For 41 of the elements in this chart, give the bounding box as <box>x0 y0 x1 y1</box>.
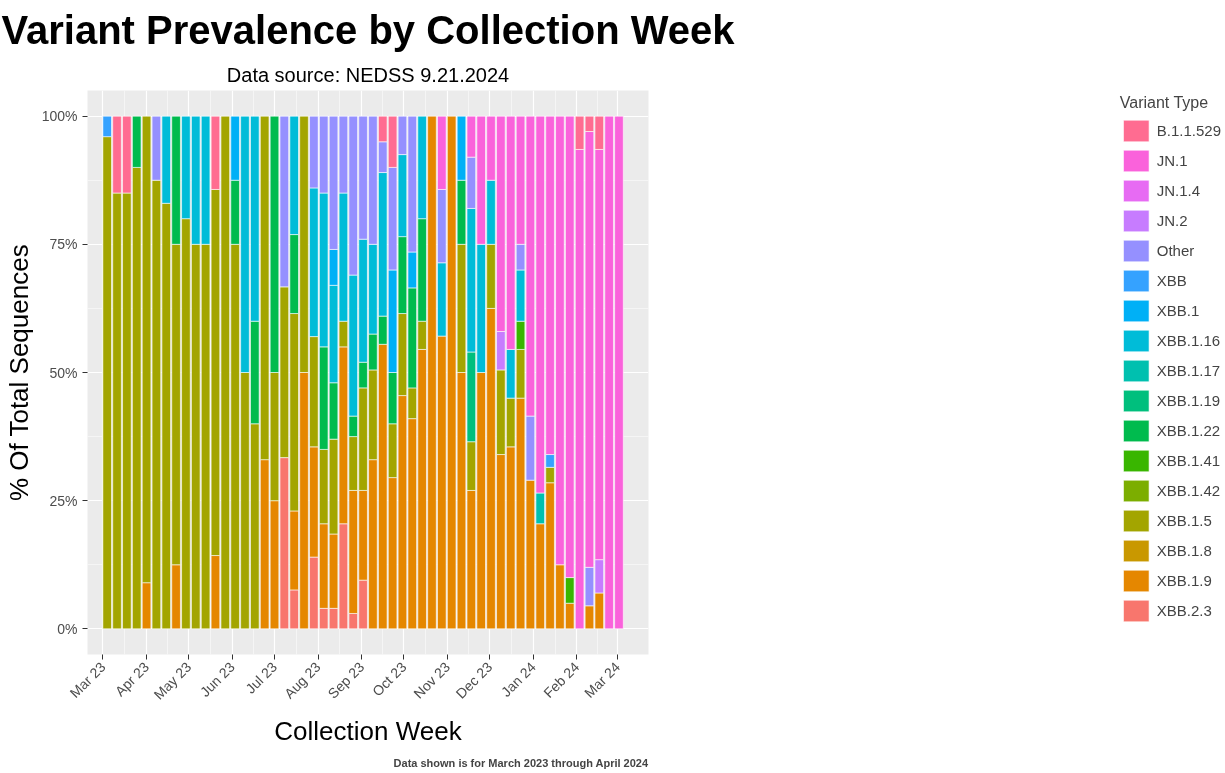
legend-label: JN.1.4 <box>1156 181 1201 201</box>
x-tick-label: Sep 23 <box>324 658 368 702</box>
legend-label: JN.2 <box>1156 211 1188 231</box>
legend-label: XBB.1 <box>1156 301 1200 321</box>
legend-label: XBB.1.9 <box>1156 571 1212 591</box>
x-tick-label: Aug 23 <box>281 658 324 702</box>
x-tick-label: Jan 24 <box>497 658 540 700</box>
legend-label: XBB <box>1156 271 1187 291</box>
x-tick-label: Jun 23 <box>196 658 239 700</box>
y-tick-label: 75% <box>49 236 78 253</box>
y-tick-label: 50% <box>49 364 78 381</box>
legend-label: XBB.1.16 <box>1156 331 1221 351</box>
text: Data shown is for March 2023 through April 2024 <box>393 756 649 769</box>
legend-label: XBB.1.8 <box>1156 541 1212 561</box>
legend-label: Other <box>1156 241 1195 261</box>
x-tick-label: May 23 <box>150 658 195 703</box>
x-tick-label: Apr 23 <box>111 658 153 700</box>
legend-label: XBB.1.22 <box>1156 421 1221 441</box>
legend-label: XBB.1.42 <box>1156 481 1221 501</box>
legend-label: XBB.2.3 <box>1156 601 1212 621</box>
y-tick-label: 0% <box>57 620 78 637</box>
y-tick-label: 100% <box>41 108 78 125</box>
legend-label: B.1.1.529 <box>1156 121 1221 141</box>
x-tick-label: Mar 23 <box>66 658 109 701</box>
legend-label: XBB.1.41 <box>1156 451 1221 471</box>
legend-label: XBB.1.19 <box>1156 391 1221 411</box>
x-tick-label: Feb 24 <box>540 658 583 701</box>
x-tick-label: Mar 24 <box>581 658 624 701</box>
legend-title: Variant Type <box>1119 94 1210 112</box>
legend-label: XBB.1.17 <box>1156 361 1221 381</box>
legend-label: XBB.1.5 <box>1156 511 1212 531</box>
x-axis-title: Collection Week <box>274 716 463 747</box>
x-tick-label: Jul 23 <box>242 658 281 697</box>
y-axis-title: % Of Total Sequences <box>3 244 34 502</box>
x-tick-label: Oct 23 <box>369 658 410 700</box>
y-tick-label: 25% <box>49 492 78 509</box>
chart-subtitle: Data source: NEDSS 9.21.2024 <box>226 63 510 86</box>
x-tick-label: Nov 23 <box>410 658 454 702</box>
legend-label: JN.1 <box>1156 151 1188 171</box>
x-tick-label: Dec 23 <box>452 658 496 702</box>
chart-title: Variant Prevalence by Collection Week <box>1 7 736 52</box>
